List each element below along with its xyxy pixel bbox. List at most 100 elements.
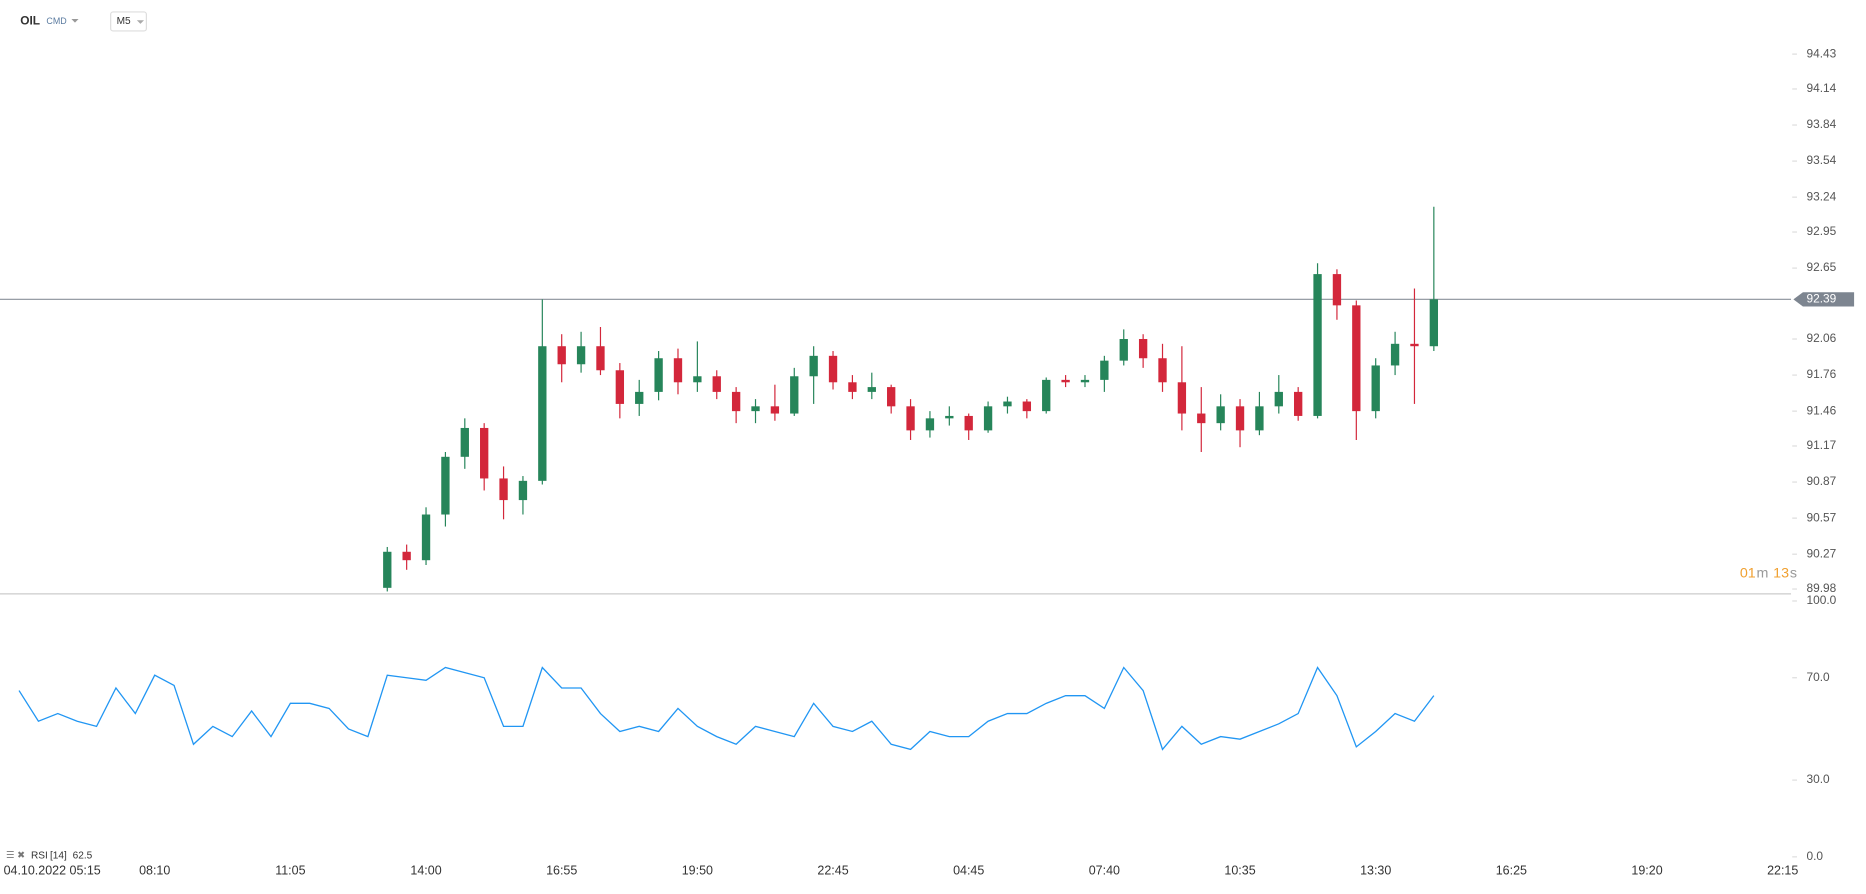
- market[interactable]: CMD: [46, 16, 66, 26]
- x-tick-label: 13:30: [1360, 863, 1391, 877]
- x-tick-label: 04.10.2022 05:15: [4, 863, 101, 877]
- candle-body: [596, 346, 605, 371]
- y-tick-label: 92.95: [1806, 224, 1836, 238]
- x-tick-label: 04:45: [953, 863, 984, 877]
- candle-body: [402, 551, 411, 561]
- x-tick-label: 07:40: [1089, 863, 1120, 877]
- candle-body: [615, 370, 625, 404]
- y-tick-label: 92.65: [1806, 260, 1836, 274]
- candle-body: [441, 456, 450, 515]
- candle-body: [1235, 406, 1245, 431]
- rsi-y-tick-label: 70.0: [1806, 670, 1830, 684]
- candle-body: [1390, 343, 1400, 366]
- x-tick-label: 11:05: [275, 863, 305, 877]
- y-tick-label: 90.27: [1806, 546, 1836, 560]
- rsi-legend: ☰ ✖ RSI [14] 62.5: [6, 850, 93, 861]
- candle-body: [1429, 299, 1439, 347]
- candle-body: [751, 406, 760, 412]
- y-tick-label: 92.06: [1806, 331, 1836, 345]
- candle-body: [1332, 274, 1342, 306]
- candle-body: [1352, 305, 1361, 412]
- symbol[interactable]: OIL: [20, 14, 40, 28]
- candle-body: [1294, 391, 1303, 416]
- candle-body: [1100, 360, 1109, 380]
- y-tick-label: 94.43: [1806, 46, 1836, 60]
- candle-body: [983, 406, 993, 431]
- candle-body: [770, 406, 780, 414]
- timer-minutes: 01: [1740, 565, 1756, 581]
- candle-body: [1371, 365, 1380, 412]
- x-tick-label: 14:00: [410, 863, 441, 877]
- candle-body: [1080, 379, 1090, 383]
- candle-body: [887, 387, 896, 407]
- y-tick-label: 93.54: [1806, 153, 1836, 167]
- rsi-value: 62.5: [73, 850, 93, 861]
- candle-body: [1022, 401, 1032, 412]
- candle-body: [1197, 413, 1206, 424]
- candle-body: [1061, 379, 1070, 383]
- candle-body: [1177, 382, 1187, 414]
- candle-body: [925, 418, 935, 431]
- candle-body: [867, 387, 876, 392]
- candle-body: [828, 355, 838, 383]
- candle-body: [518, 480, 528, 501]
- candle-body: [421, 514, 431, 561]
- candle-body: [480, 427, 489, 479]
- candle-body: [557, 346, 566, 365]
- dropdown-arrow[interactable]: [71, 19, 79, 23]
- candle-body: [731, 391, 741, 412]
- candle-body: [1410, 343, 1419, 347]
- rsi-period: [14]: [50, 850, 67, 861]
- x-tick-label: 22:15: [1767, 863, 1798, 877]
- last-price-label: 92.39: [1806, 291, 1836, 305]
- candle-body: [809, 355, 818, 377]
- x-tick-label: 19:20: [1631, 863, 1662, 877]
- candle-body: [1138, 339, 1148, 359]
- y-tick-label: 90.57: [1806, 510, 1836, 524]
- x-tick-label: 08:10: [139, 863, 170, 877]
- y-tick-label: 94.14: [1806, 81, 1836, 95]
- timer: 01 m 13 s: [1740, 565, 1797, 581]
- x-tick-label: 16:25: [1496, 863, 1527, 877]
- y-tick-label: 91.46: [1806, 403, 1836, 417]
- x-tick-label: 19:50: [682, 863, 713, 877]
- candle-body: [1003, 401, 1012, 407]
- candle-body: [538, 346, 547, 481]
- interval-button[interactable]: [110, 11, 147, 32]
- timer-unit: m: [1757, 565, 1769, 581]
- candle-body: [654, 358, 663, 392]
- candle-body: [1313, 274, 1322, 416]
- interval[interactable]: M5: [117, 16, 131, 27]
- candle-body: [460, 427, 469, 457]
- candle-body: [1119, 339, 1128, 361]
- candle-body: [945, 415, 954, 419]
- x-tick-label: 10:35: [1224, 863, 1255, 877]
- candle-body: [790, 376, 799, 414]
- candle-body: [1216, 406, 1225, 424]
- y-tick-label: 93.84: [1806, 117, 1836, 131]
- y-tick-label: 90.87: [1806, 474, 1836, 488]
- rsi-line: [18, 666, 1435, 751]
- candle-body: [906, 406, 915, 431]
- timer-unit: s: [1790, 565, 1797, 581]
- y-tick-label: 91.76: [1806, 367, 1836, 381]
- candle-body: [964, 415, 973, 431]
- rsi-icons[interactable]: ☰ ✖: [6, 850, 25, 861]
- candle-body: [635, 391, 644, 404]
- y-tick-label: 91.17: [1806, 438, 1836, 452]
- candle-body: [1158, 358, 1167, 383]
- candle-body: [576, 346, 586, 365]
- last-price-tag: [1793, 292, 1855, 307]
- y-tick-label: 93.24: [1806, 189, 1836, 203]
- interval-arrow: [136, 20, 144, 24]
- rsi-y-tick-label: 100.0: [1806, 593, 1836, 607]
- rsi-y-tick-label: 30.0: [1806, 772, 1830, 786]
- candle-body: [693, 376, 702, 383]
- x-tick-label: 16:55: [546, 863, 577, 877]
- candle-body: [499, 478, 508, 501]
- candle-body: [848, 382, 857, 392]
- rsi-y-tick-label: 0.0: [1806, 849, 1823, 863]
- candle-body: [383, 551, 392, 588]
